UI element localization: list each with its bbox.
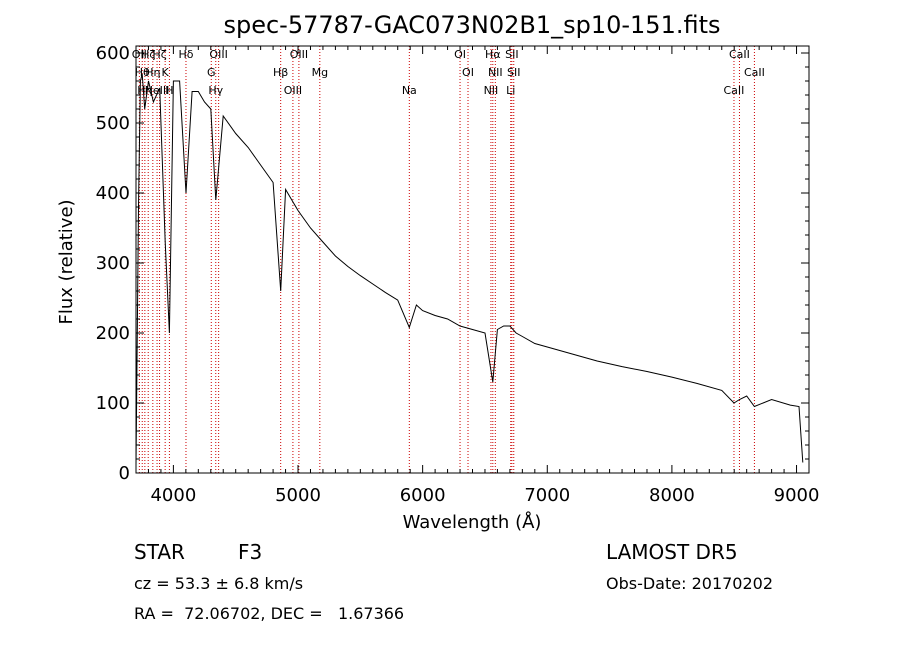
line-marker-label: Mg <box>312 66 328 79</box>
line-marker-label: OIII <box>284 84 302 97</box>
y-axis-label: Flux (relative) <box>56 199 77 324</box>
line-marker-label: Hγ <box>208 84 223 97</box>
line-marker-label: CaII <box>724 84 745 97</box>
line-marker-label: SII <box>507 66 520 79</box>
y-tick-label: 200 <box>96 323 130 344</box>
line-marker-label: Hη <box>137 84 152 97</box>
y-tick-label: 400 <box>96 183 130 204</box>
line-marker-label: K <box>162 66 170 79</box>
object-class: STAR <box>134 540 185 564</box>
y-tick-label: 300 <box>96 253 130 274</box>
y-tick-label: 500 <box>96 113 130 134</box>
line-marker-label: SII <box>505 48 518 61</box>
line-marker-label: Hδ <box>178 48 193 61</box>
line-marker-label: CaII <box>744 66 765 79</box>
spectrum-line <box>135 73 804 467</box>
x-tick-label: 5000 <box>275 485 321 506</box>
coordinates: RA = 72.06702, DEC = 1.67366 <box>134 604 405 623</box>
line-marker-label: CaII <box>729 48 750 61</box>
subclass: F3 <box>238 540 263 564</box>
x-tick-label: 7000 <box>524 485 570 506</box>
line-marker-label: Hβ <box>273 66 288 79</box>
series-lines <box>135 73 804 467</box>
line-marker-label: Hη <box>145 66 160 79</box>
line-marker-label: Hζ <box>152 48 166 61</box>
obs-date: Obs-Date: 20170202 <box>606 574 774 593</box>
line-marker-label: G <box>207 66 216 79</box>
y-tick-label: 100 <box>96 393 130 414</box>
line-marker-label: OIII <box>209 48 227 61</box>
line-marker-label: NeIII <box>145 84 170 97</box>
line-marker-label: NII <box>484 84 499 97</box>
line-markers <box>138 46 755 473</box>
redshift-label: cz = 53.3 ± 6.8 km/s <box>134 574 304 593</box>
plot-frame <box>135 45 810 474</box>
line-marker-label: Hζ <box>141 48 155 61</box>
line-marker-label: NII <box>488 66 503 79</box>
line-marker-label: Hθ <box>135 66 150 79</box>
x-axis: 4000 5000 6000 7000 8000 9000 <box>147 46 820 506</box>
x-tick-label: 9000 <box>774 485 820 506</box>
x-tick-label: 6000 <box>400 485 446 506</box>
y-tick-label: 0 <box>119 463 130 484</box>
line-marker-label: Hα <box>485 48 501 61</box>
line-marker-label: OI <box>462 66 474 79</box>
x-tick-label: 8000 <box>649 485 695 506</box>
x-axis-label: Wavelength (Å) <box>403 511 542 533</box>
line-marker-labels: OIIHθHηHζHηNeIIIHζKHHδGHγOIIIHβOIIIOIIIM… <box>132 48 765 97</box>
y-axis: 0 100 200 300 400 500 600 <box>96 43 809 484</box>
line-marker-label: OI <box>454 48 466 61</box>
line-marker-label: H <box>165 84 173 97</box>
x-tick-label: 4000 <box>150 485 196 506</box>
line-marker-label: OIII <box>290 48 308 61</box>
line-marker-label: Li <box>506 84 515 97</box>
chart-title: spec-57787-GAC073N02B1_sp10-151.fits <box>223 11 720 39</box>
y-tick-label: 600 <box>96 43 130 64</box>
line-marker-label: Na <box>402 84 417 97</box>
survey-name: LAMOST DR5 <box>606 540 738 564</box>
